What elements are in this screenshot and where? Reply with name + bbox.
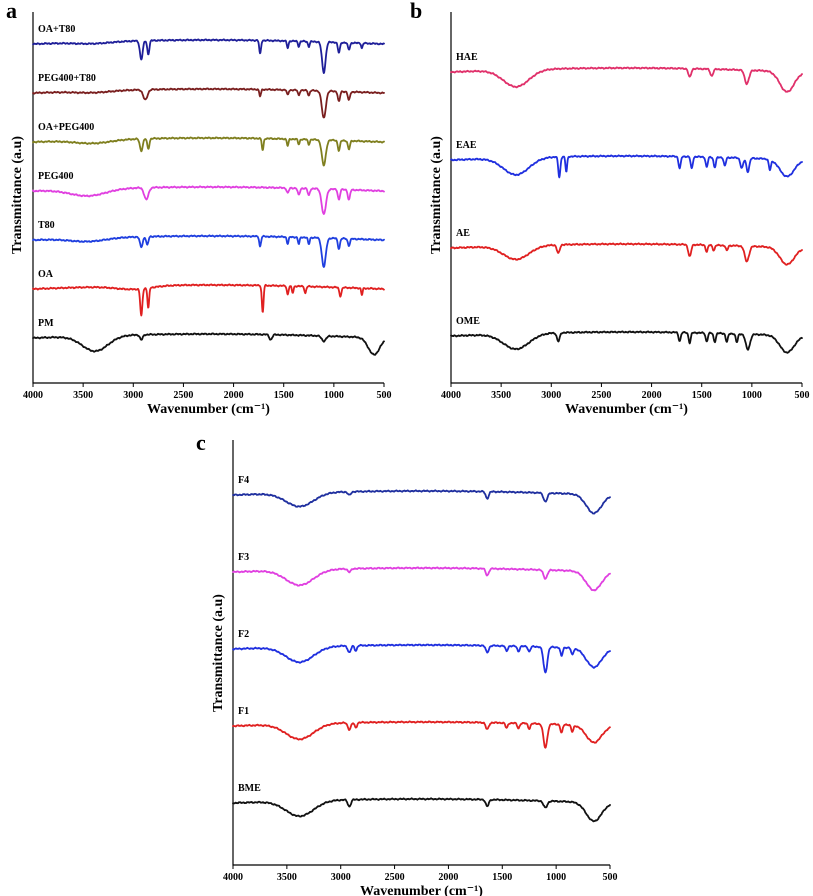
panel-b-spectrum-ae (450, 242, 803, 266)
panel-a-series-label-oa: OA (38, 269, 54, 280)
panel-c-tick-label-500: 500 (603, 872, 618, 883)
panel-c-series-label-f1: F1 (238, 706, 249, 717)
panel-c-series-label-f2: F2 (238, 629, 249, 640)
panel-b-x-axis-title: Wavenumber (cm⁻¹) (565, 402, 688, 417)
panel-b-spectrum-ome (450, 330, 803, 354)
panel-a-spectrum-peg400 (32, 185, 385, 215)
panel-a-axes (32, 12, 384, 384)
panel-a-tick-label-2500: 2500 (173, 390, 193, 401)
panel-b-tick-label-4000: 4000 (441, 390, 461, 401)
panel-c-tick-label-1000: 1000 (546, 872, 566, 883)
panel-b-series-label-ae: AE (456, 228, 470, 239)
panel-c-tick-label-4000: 4000 (223, 872, 243, 883)
panel-c-spectrum-f1 (232, 720, 611, 749)
panel-b-series-label-hae: HAE (456, 52, 478, 63)
panel-c-tick-label-1500: 1500 (492, 872, 512, 883)
panel-a-spectrum-oa (32, 283, 385, 317)
panel-c-spectrum-f2 (232, 643, 611, 674)
panel-b-letter: b (410, 0, 422, 23)
panel-a-spectrum-peg400-t80 (32, 87, 385, 119)
panel-a-series-label-peg400: PEG400 (38, 171, 74, 182)
panel-c-x-axis-title: Wavenumber (cm⁻¹) (360, 884, 483, 896)
panel-a-tick-label-500: 500 (377, 390, 392, 401)
panel-a-x-axis-title: Wavenumber (cm⁻¹) (147, 402, 270, 417)
panel-c-tick-label-3000: 3000 (331, 872, 351, 883)
panel-c-letter: c (196, 430, 206, 455)
panel-c-series-label-f3: F3 (238, 552, 249, 563)
panel-c-tick-label-2500: 2500 (385, 872, 405, 883)
panel-a-series-label-pm: PM (38, 318, 54, 329)
panel-a-series-label-oa-peg400: OA+PEG400 (38, 122, 94, 133)
panel-c-tick-label-2000: 2000 (438, 872, 458, 883)
panel-c-y-axis-title: Transmittance (a.u) (211, 594, 226, 712)
panel-b-tick-label-3500: 3500 (491, 390, 511, 401)
panel-a-spectrum-oa-t80 (32, 38, 385, 74)
panel-b-tick-label-500: 500 (795, 390, 810, 401)
panel-c-spectrum-f3 (232, 566, 611, 592)
panel-c-series-label-bme: BME (238, 783, 261, 794)
panel-b-tick-label-2500: 2500 (591, 390, 611, 401)
panel-c-series-label-f4: F4 (238, 475, 249, 486)
panel-a-tick-label-3000: 3000 (123, 390, 143, 401)
panel-c-tick-label-3500: 3500 (277, 872, 297, 883)
panel-a-tick-label-1500: 1500 (274, 390, 294, 401)
panel-a-letter: a (6, 0, 17, 23)
panel-c-spectrum-f4 (232, 489, 611, 515)
panel-b-y-axis-title: Transmittance (a.u) (429, 136, 444, 254)
panel-a-series-label-peg400-t80: PEG400+T80 (38, 73, 96, 84)
panel-b-tick-label-3000: 3000 (541, 390, 561, 401)
panel-a-spectrum-t80 (32, 234, 385, 268)
panel-a-tick-label-2000: 2000 (224, 390, 244, 401)
panel-a-tick-label-4000: 4000 (23, 390, 43, 401)
panel-b-tick-label-1500: 1500 (692, 390, 712, 401)
panel-b-series-label-eae: EAE (456, 140, 477, 151)
panel-a-spectrum-oa-peg400 (32, 136, 385, 167)
panel-b-tick-label-2000: 2000 (642, 390, 662, 401)
panel-a-tick-label-3500: 3500 (73, 390, 93, 401)
panel-c-spectrum-bme (232, 797, 611, 823)
panel-a-y-axis-title: Transmittance (a.u) (10, 136, 25, 254)
panel-a-tick-label-1000: 1000 (324, 390, 344, 401)
panel-b-series-label-ome: OME (456, 316, 480, 327)
panel-b-spectrum-hae (450, 66, 803, 93)
panel-b-spectrum-eae (450, 154, 803, 179)
panel-a-series-label-oa-t80: OA+T80 (38, 24, 75, 35)
panel-b-tick-label-1000: 1000 (742, 390, 762, 401)
panel-a-series-label-t80: T80 (38, 220, 55, 231)
panel-a-spectrum-pm (32, 332, 385, 356)
